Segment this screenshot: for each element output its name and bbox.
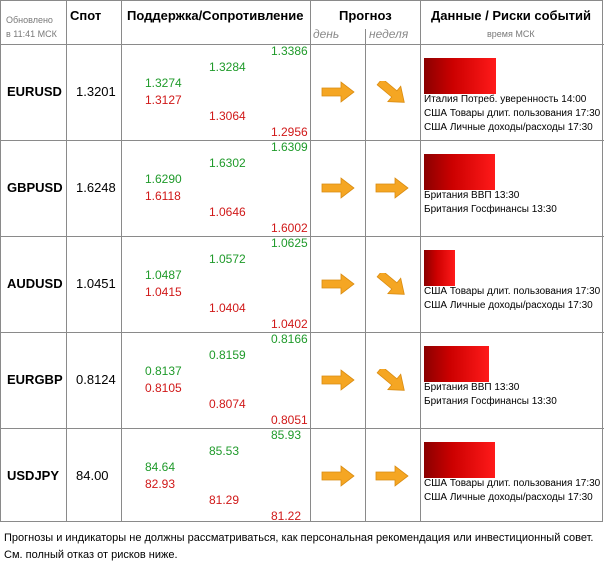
- arrow-down-right-icon: [375, 366, 409, 391]
- support-3: 81.22: [271, 509, 302, 523]
- support-1: 1.3127: [145, 93, 182, 107]
- resistance-2: 1.6302: [209, 156, 246, 170]
- arrow-right-icon: [321, 369, 355, 391]
- row-divider: [1, 428, 604, 429]
- support-1: 1.0415: [145, 285, 182, 299]
- arrow-right-icon: [375, 465, 409, 487]
- support-1: 0.8105: [145, 381, 182, 395]
- event-item: США Личные доходы/расходы 17:30: [424, 492, 593, 503]
- row-divider: [1, 236, 604, 237]
- spot-price: 1.3201: [76, 84, 116, 99]
- support-2: 1.0646: [209, 205, 246, 219]
- support-2: 1.3064: [209, 109, 246, 123]
- forecast-week-header: неделя: [369, 27, 409, 41]
- event-item: США Товары длит. пользования 17:30: [424, 108, 601, 119]
- forecast-header: Прогноз: [339, 8, 392, 23]
- resistance-3: 85.93: [271, 428, 302, 442]
- resistance-3: 0.8166: [271, 332, 308, 346]
- resistance-1: 1.0487: [145, 268, 182, 282]
- pair-symbol: EURUSD: [7, 84, 62, 99]
- arrow-right-icon: [375, 177, 409, 199]
- support-1: 82.93: [145, 477, 176, 491]
- risk-bar: [424, 250, 455, 286]
- spot-price: 84.00: [76, 468, 109, 483]
- support-3: 1.0402: [271, 317, 308, 331]
- col-divider: [121, 1, 122, 522]
- arrow-right-icon: [321, 81, 355, 103]
- data-risks-header: Данные / Риски событий: [431, 8, 592, 23]
- row-divider: [1, 332, 604, 333]
- support-resistance-header: Поддержка/Сопротивление: [127, 8, 304, 23]
- spot-header: Спот: [70, 8, 102, 23]
- support-2: 0.8074: [209, 397, 246, 411]
- event-item: США Личные доходы/расходы 17:30: [424, 122, 593, 133]
- resistance-1: 1.6290: [145, 172, 182, 186]
- col-divider: [365, 29, 366, 522]
- resistance-3: 1.3386: [271, 44, 308, 58]
- col-divider: [310, 1, 311, 522]
- resistance-3: 1.0625: [271, 236, 308, 250]
- col-divider: [420, 1, 421, 522]
- resistance-2: 1.0572: [209, 252, 246, 266]
- time-msk-label: время МСК: [487, 29, 535, 39]
- pair-symbol: GBPUSD: [7, 180, 63, 195]
- support-3: 0.8051: [271, 413, 308, 427]
- pair-symbol: USDJPY: [7, 468, 60, 483]
- event-item: США Товары длит. пользования 17:30: [424, 478, 601, 489]
- row-divider: [1, 44, 604, 45]
- event-item: США Товары длит. пользования 17:30: [424, 286, 601, 297]
- support-3: 1.6002: [271, 221, 308, 235]
- support-2: 81.29: [209, 493, 240, 507]
- forex-table: [0, 0, 604, 522]
- arrow-down-right-icon: [375, 78, 409, 103]
- support-2: 1.0404: [209, 301, 246, 315]
- risk-bar: [424, 442, 495, 478]
- event-item: Италия Потреб. уверенность 14:00: [424, 94, 587, 105]
- disclaimer: Прогнозы и индикаторы не должны рассматр…: [4, 532, 594, 561]
- arrow-right-icon: [321, 177, 355, 199]
- support-1: 1.6118: [145, 189, 181, 203]
- risk-bar: [424, 154, 495, 190]
- spot-price: 0.8124: [76, 372, 116, 387]
- pair-symbol: AUDUSD: [7, 276, 63, 291]
- risk-bar: [424, 346, 489, 382]
- pair-symbol: EURGBP: [7, 372, 63, 387]
- row-divider: [1, 140, 604, 141]
- resistance-1: 84.64: [145, 460, 176, 474]
- event-item: Британия Госфинансы 13:30: [424, 396, 557, 407]
- updated-label: Обновлено: [6, 15, 53, 25]
- resistance-2: 85.53: [209, 444, 240, 458]
- arrow-right-icon: [321, 273, 355, 295]
- event-item: Британия Госфинансы 13:30: [424, 204, 557, 215]
- resistance-1: 1.3274: [145, 76, 182, 90]
- spot-price: 1.0451: [76, 276, 116, 291]
- event-item: США Личные доходы/расходы 17:30: [424, 300, 593, 311]
- risk-bar: [424, 58, 496, 94]
- col-divider: [66, 1, 67, 522]
- resistance-3: 1.6309: [271, 140, 308, 154]
- event-item: Британия ВВП 13:30: [424, 382, 520, 393]
- arrow-down-right-icon: [375, 270, 409, 295]
- event-item: Британия ВВП 13:30: [424, 190, 520, 201]
- forecast-day-header: день: [313, 27, 340, 41]
- arrow-right-icon: [321, 465, 355, 487]
- resistance-1: 0.8137: [145, 364, 182, 378]
- spot-price: 1.6248: [76, 180, 116, 195]
- resistance-2: 0.8159: [209, 348, 246, 362]
- support-3: 1.2956: [271, 125, 308, 139]
- resistance-2: 1.3284: [209, 60, 246, 74]
- updated-time: в 11:41 МСК: [6, 29, 57, 39]
